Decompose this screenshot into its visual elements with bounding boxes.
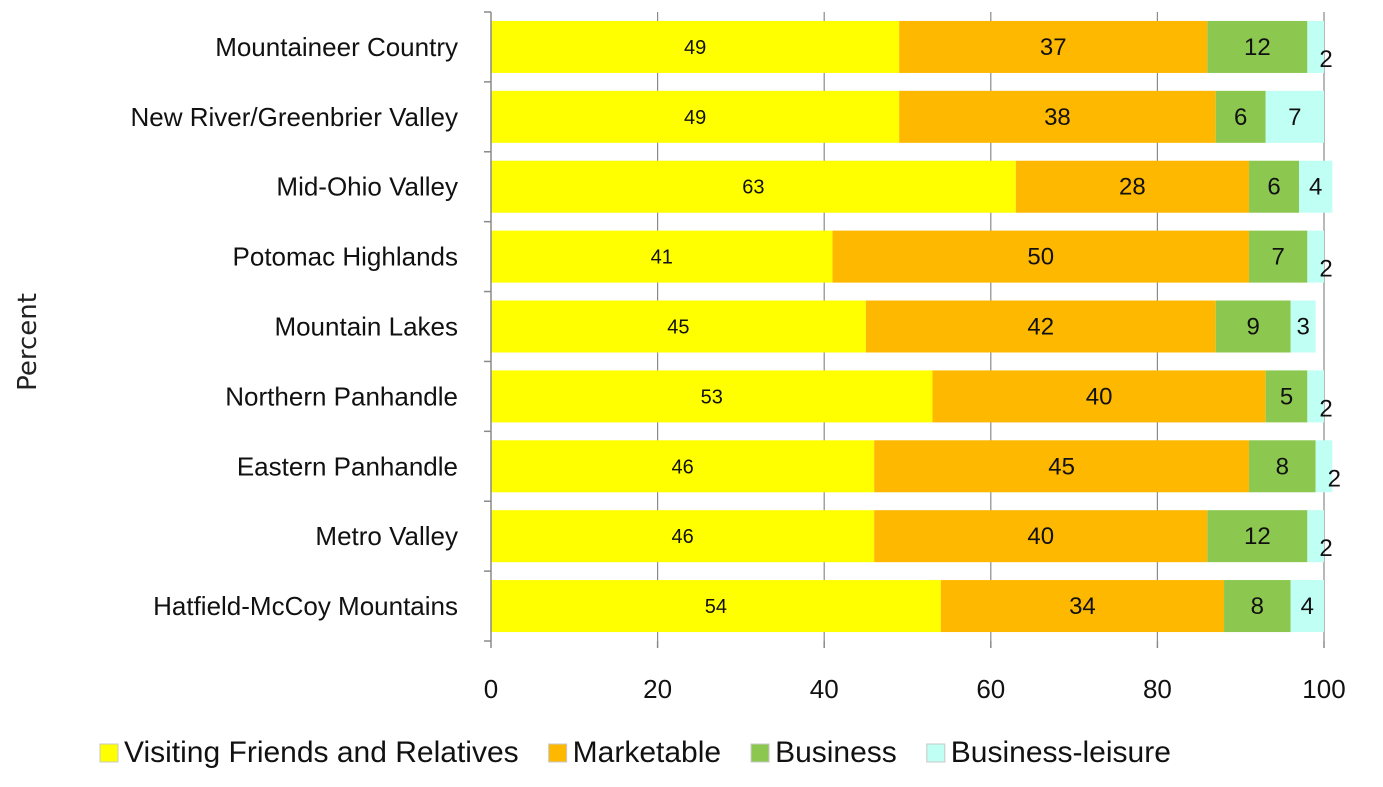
data-label: 37 (1040, 34, 1067, 61)
category-label: New River/Greenbrier Valley (130, 102, 458, 132)
category-label: Mountain Lakes (274, 312, 458, 342)
data-label: 12 (1244, 34, 1271, 61)
bars: 49 37 12 249 38 6 763 28 6 441 50 7 245 42 9 353 40 5 246 4… (491, 21, 1341, 632)
data-label: 7 (1272, 244, 1285, 271)
data-label: 6 (1267, 174, 1280, 201)
x-tick-label: 60 (976, 674, 1005, 704)
y-axis-title: Percent (13, 293, 43, 391)
data-label: 6 (1234, 104, 1247, 131)
category-label: Mountaineer Country (215, 32, 458, 62)
legend: Visiting Friends and Relatives Marketable… (100, 736, 1171, 769)
category-labels: Mountaineer Country New River/Greenbrier … (130, 32, 458, 621)
legend-swatch (927, 744, 945, 762)
data-label: 4 (1301, 593, 1314, 620)
data-label: 63 (742, 177, 764, 199)
legend-swatch (549, 744, 567, 762)
data-label: 2 (1319, 395, 1332, 422)
x-tick-label: 20 (643, 674, 672, 704)
data-label: 8 (1276, 453, 1289, 480)
data-label: 49 (684, 107, 706, 129)
legend-label: Business-leisure (951, 736, 1171, 769)
data-label: 45 (1048, 453, 1075, 480)
category-label: Potomac Highlands (233, 242, 458, 272)
legend-label: Business (775, 736, 897, 769)
data-label: 2 (1319, 46, 1332, 73)
x-tick-labels: 0 20 40 60 80 100 (484, 674, 1346, 704)
data-label: 8 (1251, 593, 1264, 620)
data-label: 7 (1288, 104, 1301, 131)
data-label: 53 (701, 386, 723, 408)
category-label: Hatfield-McCoy Mountains (153, 591, 458, 621)
legend-swatch (751, 744, 769, 762)
legend-swatch (100, 744, 118, 762)
data-label: 2 (1319, 256, 1332, 283)
x-tick-label: 40 (810, 674, 839, 704)
data-label: 41 (651, 247, 673, 269)
data-label: 28 (1119, 174, 1146, 201)
x-tick-label: 0 (484, 674, 498, 704)
category-label: Northern Panhandle (225, 381, 458, 411)
data-label: 50 (1027, 244, 1054, 271)
x-tick-label: 100 (1302, 674, 1345, 704)
data-label: 49 (684, 37, 706, 59)
category-label: Mid-Ohio Valley (276, 172, 458, 202)
data-label: 12 (1244, 523, 1271, 550)
data-label: 46 (671, 526, 693, 548)
category-label: Eastern Panhandle (237, 451, 458, 481)
data-label: 45 (667, 317, 689, 339)
data-label: 42 (1027, 314, 1054, 341)
data-label: 34 (1069, 593, 1096, 620)
data-label: 40 (1086, 383, 1113, 410)
data-label: 2 (1319, 535, 1332, 562)
data-label: 54 (705, 596, 727, 618)
data-label: 46 (671, 456, 693, 478)
x-tick-label: 80 (1143, 674, 1172, 704)
data-label: 5 (1280, 383, 1293, 410)
data-label: 9 (1247, 314, 1260, 341)
data-label: 38 (1044, 104, 1071, 131)
legend-label: Visiting Friends and Relatives (124, 736, 519, 769)
category-label: Metro Valley (315, 521, 458, 551)
data-label: 2 (1328, 465, 1341, 492)
data-label: 40 (1027, 523, 1054, 550)
legend-label: Marketable (573, 736, 721, 769)
data-label: 3 (1296, 314, 1309, 341)
data-label: 4 (1309, 174, 1322, 201)
